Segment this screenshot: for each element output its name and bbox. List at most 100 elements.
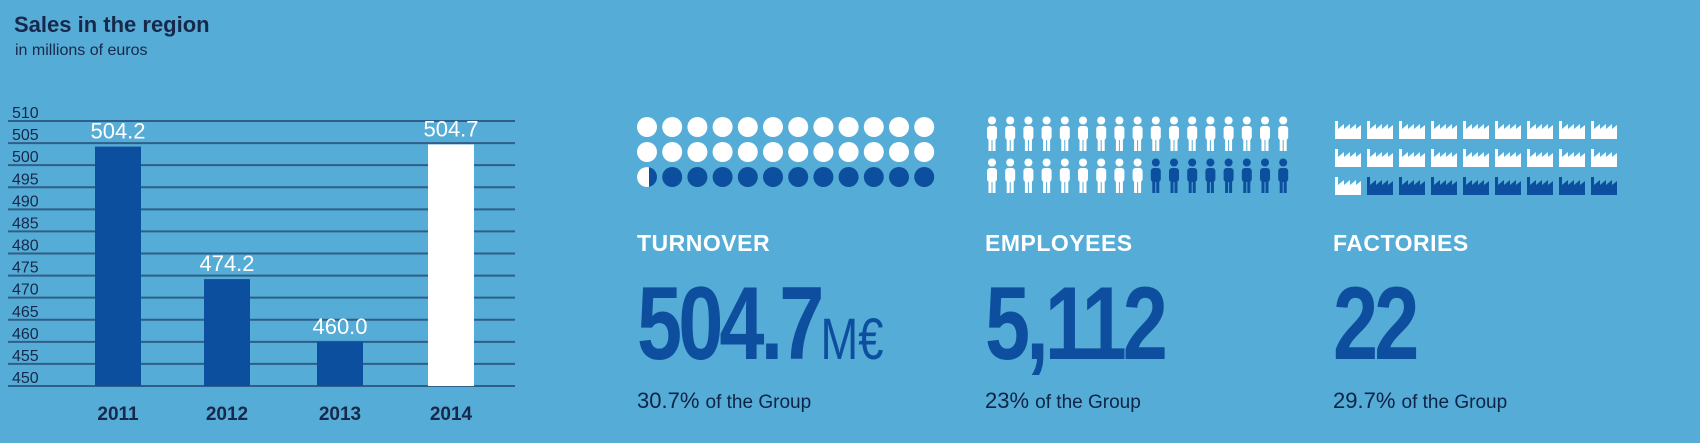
factories-label: FACTORIES bbox=[1333, 230, 1469, 256]
circle-icon bbox=[863, 117, 884, 137]
person-icon bbox=[1096, 116, 1107, 151]
factory-icon bbox=[1559, 177, 1585, 195]
person-icon bbox=[1187, 158, 1198, 193]
circle-icon bbox=[687, 167, 708, 187]
person-icon bbox=[987, 116, 997, 151]
circle-icon bbox=[662, 167, 683, 187]
factory-icon bbox=[1527, 177, 1553, 195]
factory-icon bbox=[1591, 121, 1617, 139]
x-tick-label: 2014 bbox=[430, 404, 473, 425]
circle-icon bbox=[763, 142, 783, 162]
turnover-unit: M€ bbox=[820, 307, 884, 372]
chart-subtitle: in millions of euros bbox=[15, 42, 148, 59]
circle-icon bbox=[889, 167, 909, 187]
circle-icon bbox=[788, 167, 809, 187]
y-tick-label: 475 bbox=[12, 260, 39, 277]
person-icon bbox=[1260, 158, 1270, 193]
factory-icon bbox=[1591, 149, 1617, 167]
circle-icon bbox=[813, 167, 834, 187]
y-tick-label: 485 bbox=[12, 215, 39, 232]
y-tick-label: 470 bbox=[12, 282, 39, 299]
person-icon bbox=[1041, 158, 1052, 193]
y-axis-ticks: 450 455 460 465 470 475 480 485 490 495 500 505 510 bbox=[12, 105, 39, 387]
person-icon bbox=[1187, 116, 1198, 151]
y-tick-label: 460 bbox=[12, 326, 39, 343]
person-icon bbox=[1023, 116, 1034, 151]
person-icon bbox=[1132, 158, 1143, 193]
factory-icon bbox=[1495, 121, 1521, 139]
factory-icon bbox=[1367, 121, 1393, 139]
factory-icon bbox=[1495, 177, 1521, 195]
circle-icon bbox=[737, 117, 758, 137]
person-icon bbox=[987, 158, 997, 193]
turnover-share: 30.7% of the Group bbox=[637, 388, 812, 413]
bar-value-label: 474.2 bbox=[199, 251, 254, 276]
person-icon bbox=[1223, 116, 1234, 151]
person-icon bbox=[1169, 116, 1179, 151]
circle-icon bbox=[838, 142, 859, 162]
y-tick-label: 505 bbox=[12, 127, 39, 144]
y-tick-label: 500 bbox=[12, 149, 39, 166]
x-tick-label: 2012 bbox=[206, 404, 248, 425]
factories-value: 22 bbox=[1333, 266, 1419, 382]
person-icon bbox=[1223, 158, 1234, 193]
factories-share: 29.7% of the Group bbox=[1333, 388, 1508, 413]
person-icon bbox=[1278, 158, 1289, 193]
circle-icon bbox=[737, 142, 758, 162]
factory-icon bbox=[1495, 149, 1521, 167]
person-icon bbox=[1041, 116, 1052, 151]
circle-icon bbox=[637, 117, 657, 137]
y-tick-label: 510 bbox=[12, 105, 39, 122]
factory-icon bbox=[1431, 121, 1457, 139]
factory-icon bbox=[1399, 177, 1425, 195]
circle-icon bbox=[712, 142, 733, 162]
bar-2014 bbox=[428, 144, 474, 386]
y-tick-label: 465 bbox=[12, 304, 39, 321]
factory-icon bbox=[1367, 177, 1393, 195]
circle-icon bbox=[687, 142, 708, 162]
employees-person-icons bbox=[987, 116, 1289, 193]
person-icon bbox=[1114, 116, 1125, 151]
circle-icon bbox=[788, 142, 809, 162]
circle-icon bbox=[637, 167, 657, 187]
factory-icon bbox=[1335, 121, 1361, 139]
circle-icon bbox=[889, 117, 909, 137]
circle-icon bbox=[788, 117, 809, 137]
circle-icon bbox=[763, 167, 783, 187]
person-icon bbox=[1169, 158, 1179, 193]
factory-icon bbox=[1431, 149, 1457, 167]
circle-icon bbox=[813, 142, 834, 162]
factory-icon bbox=[1463, 177, 1489, 195]
y-tick-label: 490 bbox=[12, 193, 39, 210]
person-icon bbox=[1114, 158, 1125, 193]
y-tick-label: 455 bbox=[12, 348, 39, 365]
bar-value-label: 460.0 bbox=[312, 314, 367, 339]
circle-icon bbox=[914, 167, 935, 187]
circle-icon bbox=[763, 117, 783, 137]
factory-icon bbox=[1559, 149, 1585, 167]
bar-value-labels: 504.2 474.2 460.0 504.7 bbox=[90, 116, 478, 338]
factory-icon bbox=[1591, 177, 1617, 195]
circle-icon bbox=[813, 117, 834, 137]
person-icon bbox=[1023, 158, 1034, 193]
y-tick-label: 480 bbox=[12, 238, 39, 255]
circle-icon bbox=[863, 167, 884, 187]
turnover-value: 504.7M€ bbox=[637, 266, 884, 382]
factory-icon bbox=[1559, 121, 1585, 139]
circle-icon bbox=[914, 142, 935, 162]
y-tick-label: 450 bbox=[12, 370, 39, 387]
circle-icon bbox=[838, 117, 859, 137]
bar-value-label: 504.2 bbox=[90, 119, 145, 144]
factories-factory-icons bbox=[1335, 121, 1617, 195]
factory-icon bbox=[1527, 121, 1553, 139]
turnover-label: TURNOVER bbox=[637, 230, 771, 256]
sales-bar-chart: 450455460465470475480485490495500505510 … bbox=[8, 105, 515, 425]
bars bbox=[95, 144, 474, 386]
person-icon bbox=[1132, 116, 1143, 151]
person-icon bbox=[1205, 158, 1216, 193]
person-icon bbox=[1205, 116, 1216, 151]
person-icon bbox=[1278, 116, 1289, 151]
circle-icon bbox=[863, 142, 884, 162]
circle-icon bbox=[712, 117, 733, 137]
circle-icon bbox=[662, 142, 683, 162]
